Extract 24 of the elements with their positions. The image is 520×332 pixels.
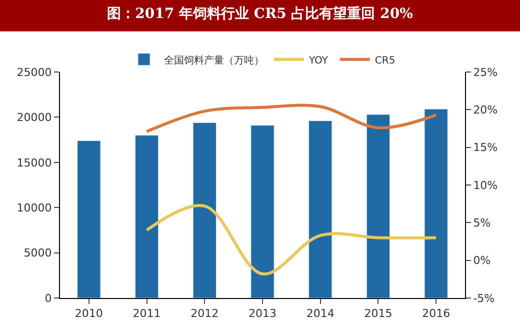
y-tick-label: 0 — [44, 292, 52, 305]
x-tick-label: 2012 — [190, 307, 219, 320]
y2-tick-label: 15% — [473, 141, 498, 154]
y2-tick-label: 25% — [473, 66, 498, 79]
x-tick-label: 2014 — [306, 307, 334, 320]
y-tick-label: 5000 — [24, 246, 52, 260]
y-tick-label: 20000 — [16, 111, 52, 124]
y-tick-label: 10000 — [16, 201, 52, 214]
y-tick-label: 15000 — [16, 156, 52, 170]
legend-label: YOY — [308, 55, 329, 66]
x-tick-label: 2015 — [364, 307, 392, 320]
x-tick-label: 2016 — [422, 307, 450, 320]
x-tick-label: 2013 — [248, 307, 276, 320]
y2-tick-label: 10% — [473, 178, 498, 192]
chart-title: 图：2017 年饲料行业 CR5 占比有望重回 20% — [107, 5, 413, 22]
y2-tick-label: 0% — [473, 254, 491, 268]
y-tick-label: 25000 — [16, 66, 52, 79]
x-tick-label: 2010 — [74, 307, 103, 320]
y2-tick-label: 20% — [473, 104, 498, 117]
y2-tick-label: 5% — [473, 216, 491, 230]
y2-tick-label: -5% — [473, 292, 495, 305]
legend-label: 全国饲料产量（万吨） — [164, 54, 264, 66]
legend-label: CR5 — [374, 55, 396, 66]
x-tick-label: 2011 — [132, 307, 161, 320]
